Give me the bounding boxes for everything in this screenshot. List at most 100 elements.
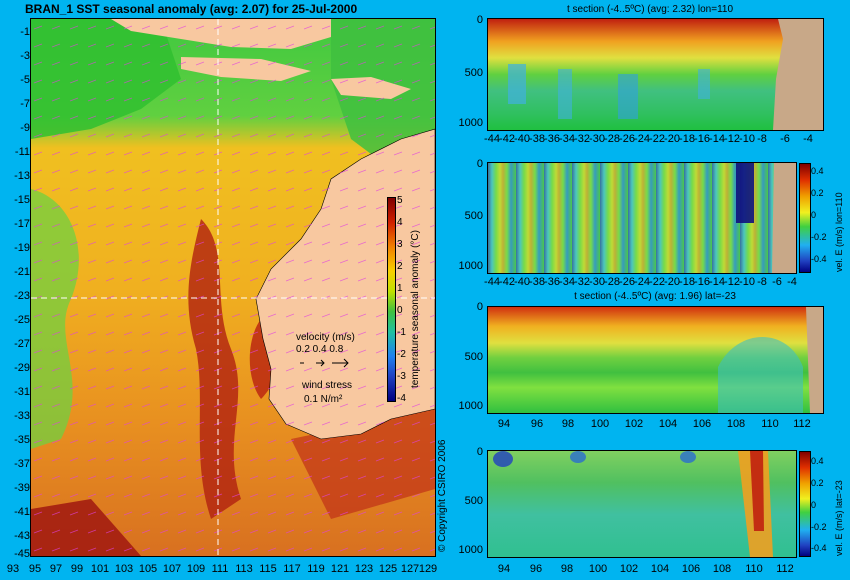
- x-tick: -36: [544, 276, 560, 288]
- x-tick: 106: [692, 418, 712, 430]
- panel3-temp-section-lat-23: [487, 306, 824, 414]
- lon-tick: 127: [400, 563, 420, 575]
- x-tick: -8: [757, 276, 767, 288]
- colorbar-tick: 0.4: [811, 166, 824, 176]
- x-tick: 112: [776, 563, 794, 575]
- lon-tick: 97: [49, 563, 63, 575]
- lat-tick: -43: [14, 530, 30, 542]
- lon-tick: 115: [259, 563, 277, 575]
- x-tick: 112: [793, 418, 811, 430]
- x-tick: 100: [590, 418, 610, 430]
- x-tick: 102: [624, 418, 644, 430]
- lat-tick: -25: [14, 314, 30, 326]
- x-tick: -44: [484, 133, 500, 145]
- panel2-colorbar-label: vel. E (m/s) lon=110: [834, 192, 844, 272]
- panel1-title: t section (-4..5ºC) (avg: 2.32) lon=110: [566, 4, 734, 15]
- velocity-legend-arrows: [300, 358, 349, 368]
- panel1-land: [773, 19, 823, 130]
- wind-legend-title: wind stress: [302, 380, 353, 391]
- depth-tick: 1000: [458, 260, 483, 272]
- x-tick: -20: [664, 133, 680, 145]
- x-tick: -38: [529, 276, 545, 288]
- lon-tick: 125: [378, 563, 398, 575]
- x-tick: 110: [745, 563, 763, 575]
- lat-tick: -7: [20, 98, 30, 110]
- panel2-colorbar: [799, 163, 811, 273]
- panel4-vel-section-lat-23: [487, 450, 797, 558]
- lat-tick: -39: [14, 482, 30, 494]
- x-tick: 98: [560, 563, 574, 575]
- lat-tick: -17: [14, 218, 30, 230]
- panel3-land: [806, 307, 823, 413]
- lon-tick: 105: [138, 563, 158, 575]
- x-tick: -8: [757, 133, 767, 145]
- panel3-title: t section (-4..5ºC) (avg: 1.96) lat=-23: [574, 291, 736, 302]
- lat-tick: -13: [14, 170, 30, 182]
- panel3-plot-svg: [718, 307, 823, 413]
- colorbar-tick: 1: [397, 283, 403, 294]
- x-tick: -28: [604, 276, 620, 288]
- lon-tick: 111: [211, 563, 229, 575]
- panel4-colorbar-label: vel. E (m/s) lat=-23: [834, 480, 844, 556]
- x-tick: -32: [574, 133, 590, 145]
- x-tick: -26: [619, 276, 635, 288]
- panel1-temp-section-lon110: [487, 18, 824, 131]
- panel2-vel-section-lon110: [487, 162, 797, 274]
- lat-tick: -37: [14, 458, 30, 470]
- x-tick: -4: [803, 133, 813, 145]
- x-tick: -34: [559, 133, 575, 145]
- x-tick: -38: [529, 133, 545, 145]
- x-tick: -20: [664, 276, 680, 288]
- lon-tick: 99: [70, 563, 84, 575]
- colorbar-tick: 0.4: [811, 456, 824, 466]
- sst-map-svg: [31, 19, 435, 556]
- x-tick: -24: [634, 133, 650, 145]
- wind-legend-value: 0.1 N/m²: [304, 394, 343, 405]
- sst-anomaly-map: [30, 18, 436, 557]
- x-tick: 108: [726, 418, 746, 430]
- lat-tick: -31: [14, 386, 30, 398]
- x-tick: -32: [574, 276, 590, 288]
- depth-tick: 1000: [458, 117, 483, 129]
- x-tick: -14: [709, 276, 725, 288]
- panel2-land: [772, 163, 796, 273]
- velocity-legend-values: 0.2 0.4 0.8: [296, 344, 344, 355]
- x-tick: -14: [709, 133, 725, 145]
- colorbar-tick: 0: [811, 210, 817, 220]
- x-tick: -26: [619, 133, 635, 145]
- panel4-plot-svg: [493, 451, 773, 557]
- colorbar-tick: 2: [397, 261, 403, 272]
- x-tick: 100: [588, 563, 608, 575]
- lon-tick: 119: [307, 563, 325, 575]
- lat-tick: -33: [14, 410, 30, 422]
- x-tick: 104: [658, 418, 678, 430]
- colorbar-tick: 5: [397, 195, 403, 206]
- lon-tick: 123: [354, 563, 374, 575]
- x-tick: -22: [649, 133, 665, 145]
- colorbar-tick: -0.2: [811, 522, 827, 532]
- x-tick: -34: [559, 276, 575, 288]
- lat-tick: -21: [14, 266, 30, 278]
- velocity-legend-title: velocity (m/s): [296, 332, 355, 343]
- x-tick: -12: [724, 133, 740, 145]
- lon-tick: 109: [186, 563, 206, 575]
- colorbar-tick: -4: [397, 393, 406, 404]
- x-tick: -24: [634, 276, 650, 288]
- x-tick: 110: [761, 418, 779, 430]
- panel2-plot-svg: [488, 163, 796, 273]
- x-tick: -40: [514, 133, 530, 145]
- x-tick: -22: [649, 276, 665, 288]
- colorbar-tick: 0.2: [811, 188, 824, 198]
- colorbar-tick: 3: [397, 239, 403, 250]
- lon-tick: 93: [6, 563, 20, 575]
- colorbar-tick: 0: [397, 305, 403, 316]
- x-tick: -10: [739, 276, 755, 288]
- x-tick: -42: [499, 276, 515, 288]
- lon-tick: 101: [90, 563, 110, 575]
- lat-tick: -45: [14, 548, 30, 560]
- x-tick: -12: [724, 276, 740, 288]
- map-colorbar: [387, 197, 396, 402]
- x-tick: -16: [694, 276, 710, 288]
- colorbar-tick: -1: [397, 327, 406, 338]
- x-tick: -40: [514, 276, 530, 288]
